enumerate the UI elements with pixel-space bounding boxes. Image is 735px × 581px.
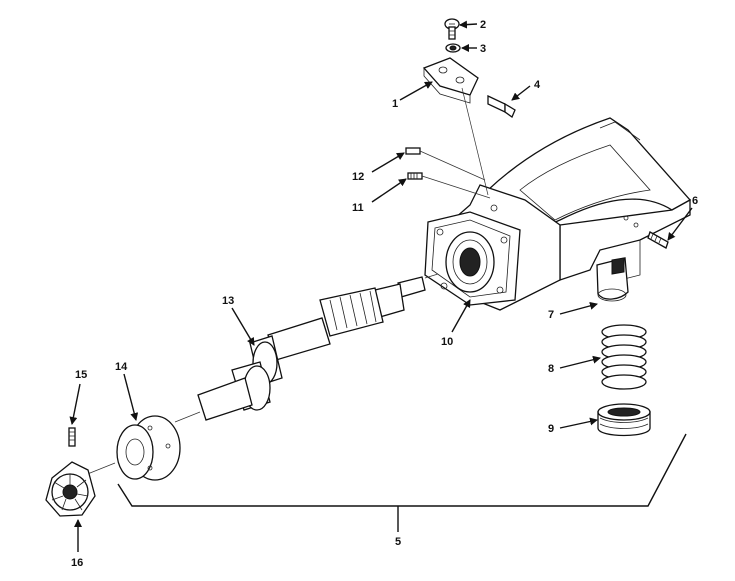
callout-3: 3: [480, 43, 486, 55]
callout-1: 1: [392, 98, 398, 110]
callout-13: 13: [222, 295, 234, 307]
callout-4: 4: [534, 79, 541, 91]
callout-2: 2: [480, 19, 486, 31]
cap-screw: [444, 18, 460, 40]
callout-14: 14: [115, 361, 128, 373]
bevel-gear: [45, 461, 96, 517]
callout-5: 5: [395, 536, 401, 548]
dowel-pin: [68, 427, 76, 447]
callout-11: 11: [352, 202, 364, 214]
plunger: [596, 257, 629, 302]
callout-15: 15: [75, 369, 87, 381]
callout-6: 6: [692, 195, 698, 207]
housing: [424, 117, 692, 311]
callout-labels: 1 2 3 4 5 6 7 8 9 10 11 12 13 14 15 16: [71, 19, 698, 569]
callout-12: 12: [352, 171, 364, 183]
assembly-bracket: [117, 433, 687, 507]
plug: [597, 403, 651, 437]
collar: [116, 415, 181, 481]
callout-10: 10: [441, 336, 453, 348]
pin: [487, 94, 516, 118]
lock-washer: [445, 43, 461, 53]
callout-leaders: [69, 20, 693, 552]
set-screw-12: [405, 147, 486, 181]
spring: [601, 324, 647, 390]
callout-8: 8: [548, 363, 554, 375]
set-screw-11: [407, 172, 491, 199]
worm-shaft: [174, 273, 439, 423]
clamp-plate: [422, 57, 479, 104]
callout-7: 7: [548, 309, 554, 321]
callout-16: 16: [71, 557, 83, 569]
callout-9: 9: [548, 423, 554, 435]
screw-6: [647, 231, 669, 249]
